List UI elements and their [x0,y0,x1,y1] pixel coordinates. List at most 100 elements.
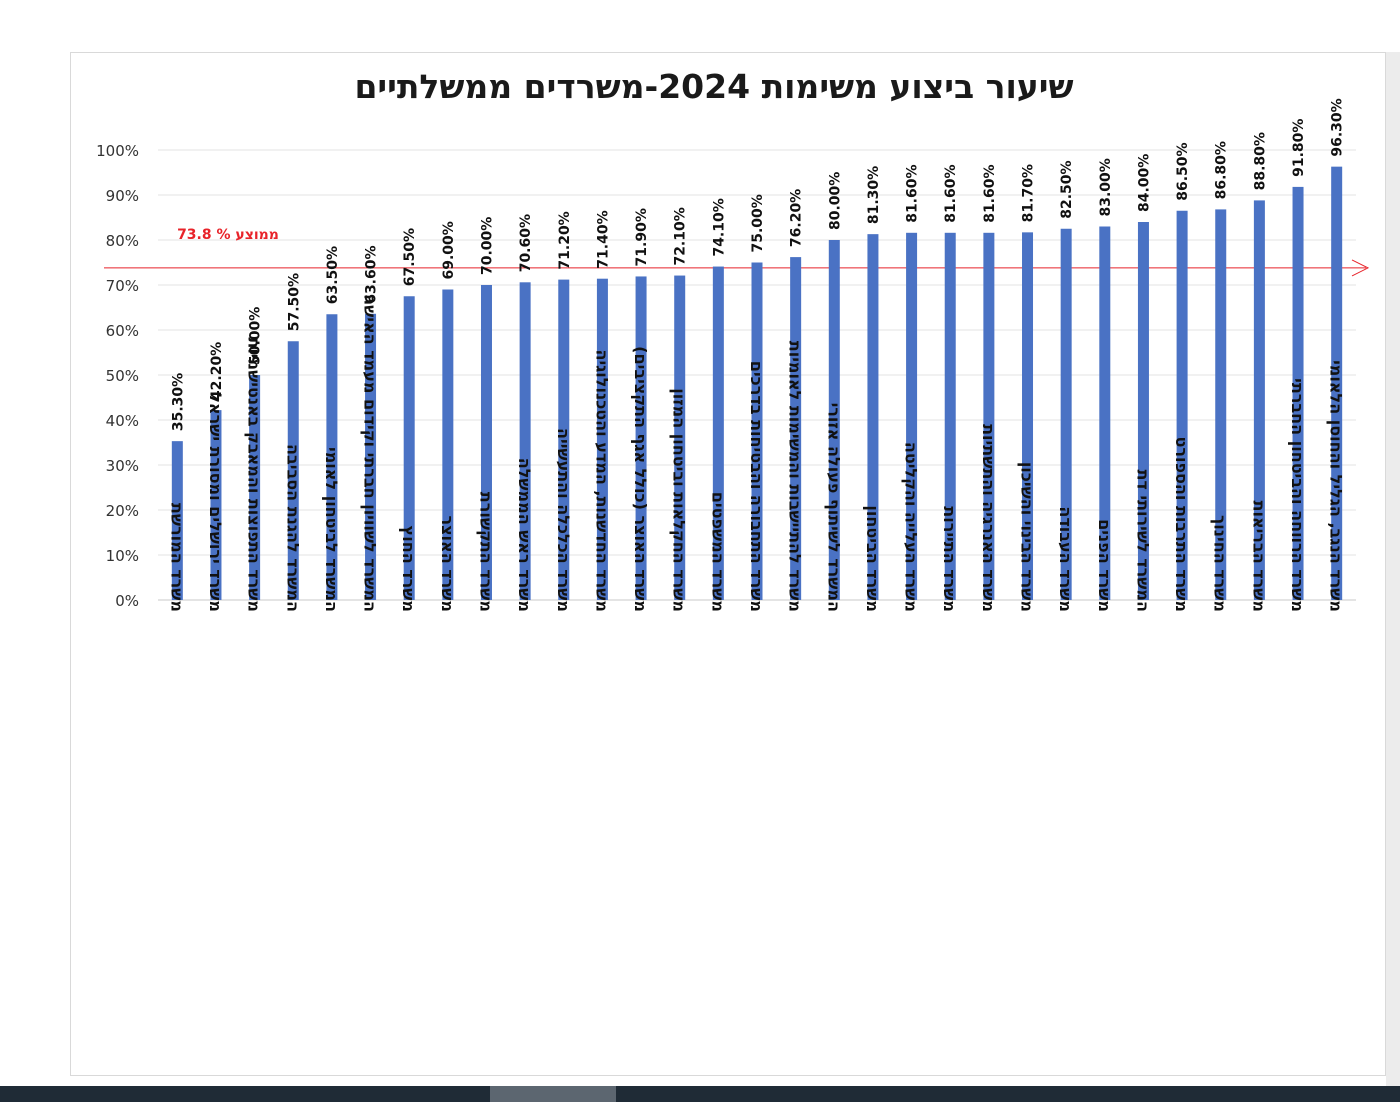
data-label: 71.40% [595,210,611,268]
bar [790,257,802,600]
bar [558,279,570,600]
data-label: 83.00% [1098,158,1114,216]
y-tick-label: 20% [106,502,139,520]
data-label: 91.80% [1291,119,1307,177]
bottom-scrollbar[interactable] [0,1086,1400,1102]
average-line-group: ממוצע % 73.8 [104,227,1370,277]
category-label: משרד העבודה [1056,506,1075,612]
data-label: 81.70% [1021,164,1037,222]
y-tick-label: 80% [106,232,139,250]
bar [674,275,686,600]
category-label: משרד המורשת [167,503,186,612]
bar [287,341,299,600]
category-label: משרד הביטחון [863,505,882,612]
data-label: 84.00% [1136,154,1152,212]
data-label: 70.00% [479,217,495,275]
bar [365,313,377,600]
data-label: 72.10% [673,207,689,265]
bar [442,289,454,600]
data-label: 57.50% [286,273,302,331]
category-label: משרד התקשורת [476,492,495,612]
category-label: משרד החינוך [1211,515,1230,612]
bar [751,262,763,600]
data-label: 69.00% [441,221,457,279]
average-label: ממוצע % 73.8 [177,227,279,243]
category-label: משרד הרווחה והביטחון החברתי [1288,378,1307,612]
bar [1331,166,1343,600]
bar [828,240,840,600]
y-tick-label: 40% [106,412,139,430]
category-label: משרד התחבורה והבטיחות בדרכים [747,361,766,612]
bar [1137,222,1149,600]
average-arrow-icon [1351,259,1370,277]
data-label: 63.50% [325,246,341,304]
category-label: משרד התרבות והספורט [1172,437,1191,613]
category-label: משרד הפנים [1095,519,1114,612]
category-label: המשרד להגנת הסביבה [283,444,302,612]
bar [1253,200,1265,600]
data-label: 50.00% [248,307,264,365]
bar [596,278,608,600]
category-label: המשרד לשוויון חברתי וקידום מעמד האישה [361,294,380,612]
data-label: 35.30% [170,373,186,431]
category-label: משרד ראש הממשלה [515,458,534,612]
bar [1022,232,1034,600]
y-tick-label: 60% [106,322,139,340]
data-label: 82.50% [1059,160,1075,218]
bar [1176,210,1188,600]
y-tick-label: 0% [115,592,139,610]
category-label: משרד התפוצות והמאבק באנטישמיות [245,337,264,612]
category-label: המשרד לביטחון לאומי [322,447,341,612]
bar [1099,226,1111,600]
data-label: 86.80% [1214,141,1230,199]
bar [171,441,183,600]
category-label: משרד התיירות [940,506,959,612]
category-labels: משרד המורשת משרד ירושלים ומסורת ישראל משרד… [167,294,1345,612]
category-label: משרד הבריאות [1249,501,1268,612]
y-tick-label: 30% [106,457,139,475]
data-label: 81.60% [943,164,959,222]
bar [712,266,724,600]
category-label: משרד האוצר (כולל אגף התקציבים) [631,346,650,612]
bar [480,285,492,600]
data-label: 96.30% [1330,98,1346,156]
data-labels: 35.30% 42.20% 50.00% 57.50% 63.50% 63.60% 67.5… [170,98,1345,431]
y-tick-label: 90% [106,187,139,205]
bar [944,232,956,601]
bar [635,276,647,600]
data-label: 76.20% [789,189,805,247]
bar [1215,209,1227,600]
bar [1060,228,1072,600]
bar [867,234,879,600]
data-label: 81.30% [866,166,882,224]
category-label: משרד העלייה והקליטה [902,442,921,612]
bar [1292,186,1304,600]
category-label: משרד האוצר [438,515,457,612]
category-label: משרד ירושלים ומסורת ישראל [206,393,225,612]
data-label: 63.60% [364,245,380,303]
scrollbar-thumb[interactable] [490,1086,616,1102]
chart-title: שיעור ביצוע משימות 2024-משרדים ממשלתיים [354,67,1073,106]
category-label: משרד המשפטים [708,492,727,612]
bar [983,232,995,601]
data-label: 81.60% [905,164,921,222]
bar [906,232,918,601]
data-label: 80.00% [827,172,843,230]
data-label: 42.20% [209,342,225,400]
bar [210,410,222,600]
data-label: 70.60% [518,214,534,272]
category-label: המשרד לשיתוף פעולה אזורי [824,403,843,612]
y-axis-ticks: 0% 10% 20% 30% 40% 50% 60% 70% 80% 90% 100% [96,142,139,610]
category-label: משרד הבינוי והשיכון [1018,462,1037,612]
data-label: 81.60% [982,164,998,222]
category-label: משרד להתיישבות והמשימות לאומיות [786,341,805,612]
category-label: משרד הנגב, הגליל והחוסן הלאומי [1327,360,1346,612]
bar [249,375,261,600]
data-label: 71.20% [557,211,573,269]
category-label: משרד החדשנות, המדע והטכנולוגיה [592,349,611,612]
data-label: 71.90% [634,208,650,266]
category-label: המשרד לשירותי דת [1133,469,1152,612]
category-label: משרד האנרגיה והתשתיות [979,424,998,612]
data-label: 86.50% [1175,142,1191,200]
